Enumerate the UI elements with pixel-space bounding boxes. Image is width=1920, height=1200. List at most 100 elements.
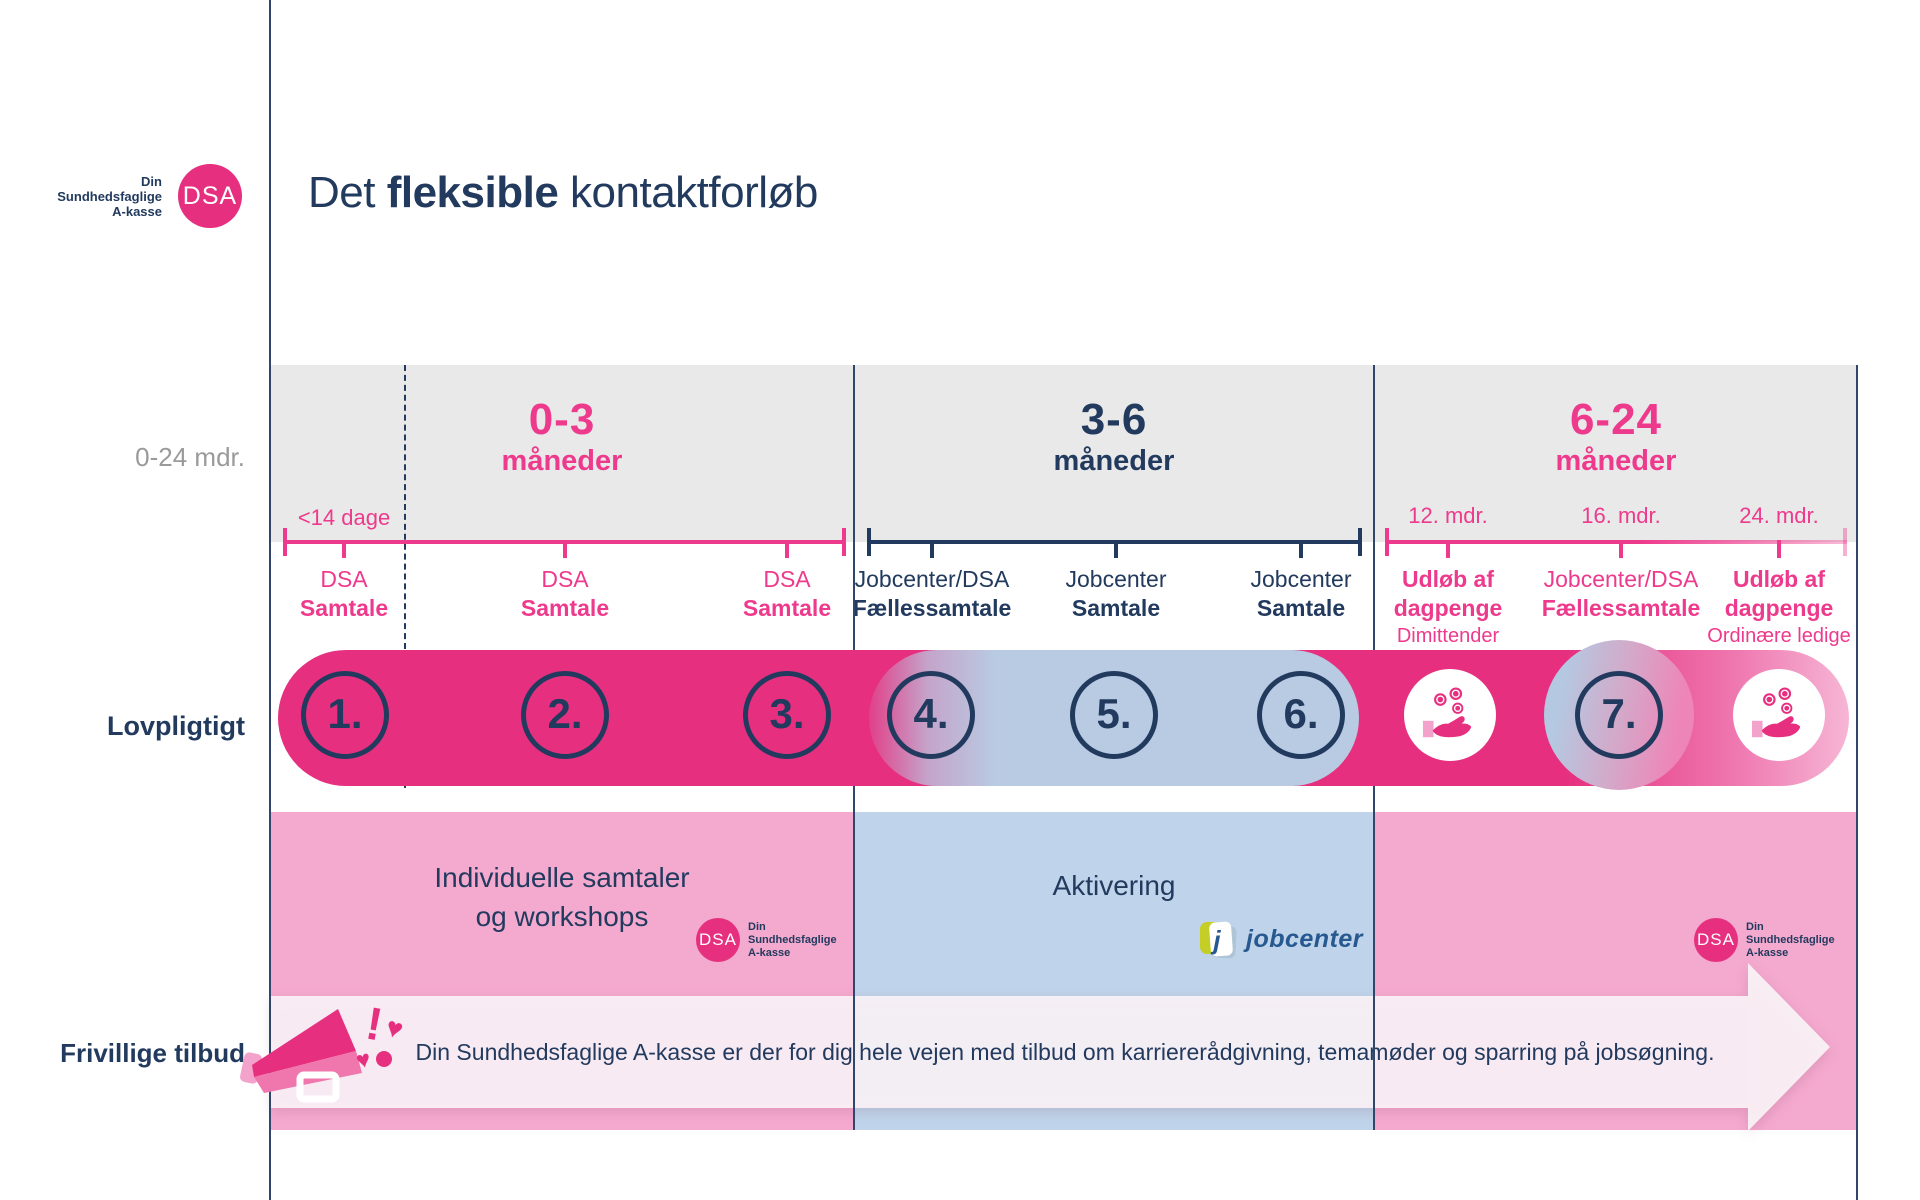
megaphone-icon: ! ♥ ♥ [240,997,407,1103]
dsa-mini2-text-line1: Din [1746,921,1764,933]
statutory-row-label: Lovpligtigt [107,711,245,741]
individual-talks-line2: og workshops [475,901,649,932]
phase3-tick-1 [1446,540,1450,558]
dsa-logo-text-line1: Din [141,174,162,189]
dsa-mini-abbr: DSA [699,930,737,949]
benefit-expiry-icon-ordinaere [1733,669,1825,761]
phase2-title-range: 3-6 [1080,395,1148,444]
dsa-mini-logo-text-2: Din Sundhedsfaglige A-kasse [1746,921,1835,960]
milestone-line2: Samtale [742,595,832,621]
phase2-ruler-end-tick [1358,528,1362,556]
phase1-title-range: 0-3 [528,395,596,444]
milestone-faellessamtale: Jobcenter/DSA Fællessamtale [817,565,1047,623]
milestone-line2: Samtale [520,595,610,621]
left-axis-line [269,0,271,1200]
phase2-tick-1 [930,540,934,558]
milestone-udloeb-dimittender: Udløb af dagpenge Dimittender [1333,565,1563,649]
phase3-title-unit: måneder [1555,445,1677,477]
step-circle-6: 6. [1257,671,1345,759]
phase2-title-unit: måneder [1053,445,1175,477]
step-circle-3: 3. [743,671,831,759]
title-prefix: Det [308,168,387,217]
phase3-tick-2 [1619,540,1623,558]
phase3-title-range: 6-24 [1569,395,1663,444]
dsa-logo-text-line2: Sundhedsfaglige [57,189,162,204]
dsa-mini-text-line3: A-kasse [748,947,791,959]
pre-14-days-label: <14 dage [297,505,391,530]
exclamation-decoration: ! [362,997,386,1051]
milestone-line1: Udløb af [1402,566,1494,592]
title-emphasis: fleksible [386,168,559,217]
first-two-weeks-divider [404,365,406,788]
dsa-mini-logo-icon-2: DSA [1694,918,1738,962]
milestone-line1: DSA [541,566,589,592]
individual-talks-line1: Individuelle samtaler [434,862,690,893]
milestone-line2: Samtale [1071,595,1161,621]
milestone-udloeb-ordinaere: Udløb af dagpenge Ordinære ledige [1664,565,1894,649]
milestone-line2: Samtale [299,595,389,621]
phase3-ruler [1385,540,1847,544]
banner-text: Din Sundhedsfaglige A-kasse er der for d… [415,1038,1715,1065]
dsa-mini-logo-text: Din Sundhedsfaglige A-kasse [748,921,837,960]
banner-arrowhead [1748,963,1830,1131]
dsa-mini2-text-line3: A-kasse [1746,947,1789,959]
step-circle-4: 4. [887,671,975,759]
milestone-line1: Jobcenter [1250,566,1352,592]
phase1-ruler-start-tick [283,528,287,556]
phase2-title: 3-6 måneder [954,396,1274,478]
individual-talks-label: Individuelle samtaler og workshops [362,858,762,936]
milestone-faellessamtale-16: Jobcenter/DSA Fællessamtale [1506,565,1736,623]
timeline-header-band [269,365,1857,542]
right-axis-line [1856,365,1858,1200]
milestone-line1: Jobcenter/DSA [1543,566,1699,592]
milestone-line2: Fællessamtale [1541,595,1701,621]
phase3-ruler-start-tick [1385,528,1389,556]
milestone-jobcenter-samtale-2: Jobcenter Samtale [1186,565,1416,623]
page-title: Det fleksible kontaktforløb [308,168,818,218]
phase1-tick-1 [342,540,346,558]
range-label: 0-24 mdr. [135,442,245,472]
dsa-logo-text: Din Sundhedsfaglige A-kasse [20,174,162,219]
phase1-ruler-end-tick [842,528,846,556]
heart-decoration: ♥ [382,1011,407,1045]
milestone-dsa-samtale-1: DSA Samtale [229,565,459,623]
phase3-tick-3 [1777,540,1781,558]
milestone-line2: dagpenge [1724,595,1834,621]
dsa-mini-abbr-2: DSA [1697,930,1735,949]
month-mark-16: 16. mdr. [1581,503,1661,528]
jobcenter-logo-icon: j [1200,921,1237,959]
dsa-logo-text-line3: A-kasse [112,204,162,219]
banner-arrow-body [271,996,1748,1108]
step-circle-5: 5. [1070,671,1158,759]
milestone-line2: dagpenge [1393,595,1503,621]
dsa-mini-text-line2: Sundhedsfaglige [748,934,837,946]
coins-hand-icon [1422,687,1472,738]
milestone-line1: DSA [763,566,811,592]
jobcenter-initial: j [1210,925,1221,955]
activation-label: Aktivering [1052,870,1176,901]
phase2-tick-2 [1114,540,1118,558]
step-circle-7: 7. [1575,671,1663,759]
milestone-line2: Samtale [1256,595,1346,621]
milestone-line1: Jobcenter/DSA [854,566,1010,592]
milestone-dsa-samtale-3: DSA Samtale [672,565,902,623]
month-mark-12: 12. mdr. [1408,503,1488,528]
step-circle-1: 1. [301,671,389,759]
small-heart-decoration: ♥ [354,1045,374,1074]
milestone-line1: DSA [320,566,368,592]
step-circle-2: 2. [521,671,609,759]
milestone-line1: Jobcenter [1065,566,1167,592]
title-suffix: kontaktforløb [558,168,818,217]
dsa-logo-icon: DSA [178,164,242,228]
milestone-dsa-samtale-2: DSA Samtale [450,565,680,623]
benefit-expiry-icon-dimittender [1404,669,1496,761]
milestone-line1: Udløb af [1733,566,1825,592]
milestone-line3: Dimittender [1396,625,1500,647]
dsa-mini-text-line1: Din [748,921,766,933]
phase3-ruler-end-tick [1843,528,1847,556]
phase3-title: 6-24 måneder [1456,396,1776,478]
phase1-title-unit: måneder [501,445,623,477]
phase1-tick-3 [785,540,789,558]
dsa-mini-logo-icon: DSA [696,918,740,962]
